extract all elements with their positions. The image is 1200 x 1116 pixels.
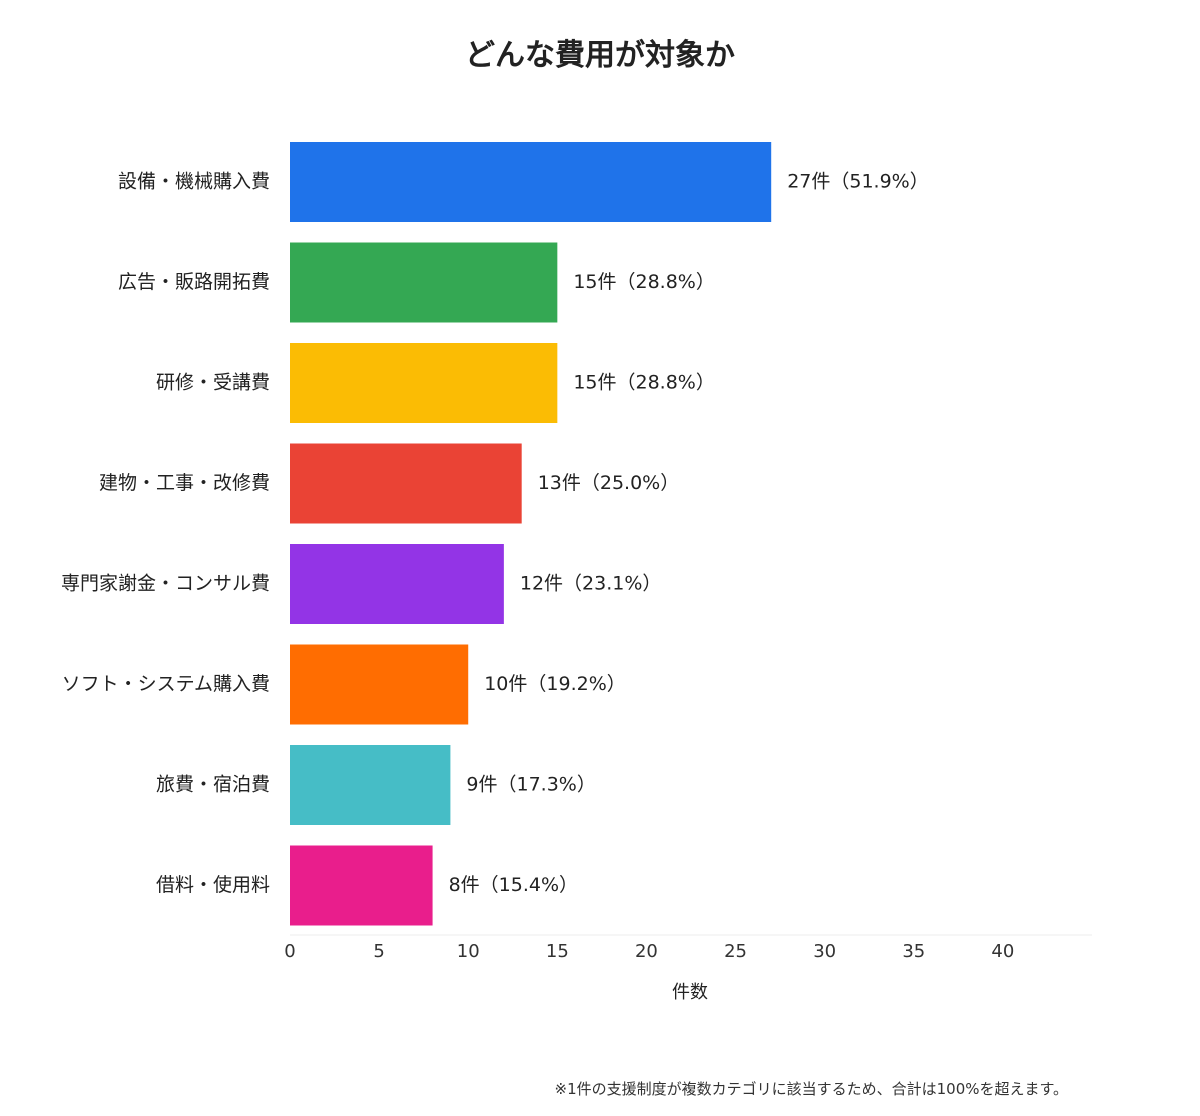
data-label-6: 10件（19.2%）	[484, 673, 626, 695]
x-axis: 0 5 10 15 20 25 30 35 40	[284, 934, 1092, 962]
category-label-4: 建物・工事・改修費	[99, 472, 270, 494]
x-tick-label-10: 10	[457, 941, 480, 962]
category-label-6: ソフト・システム購入費	[62, 673, 270, 695]
bar-5	[290, 544, 504, 624]
category-label-3: 研修・受講費	[156, 372, 270, 394]
bar-7	[290, 745, 451, 825]
x-axis-title: 件数	[672, 982, 708, 1003]
data-label-4: 13件（25.0%）	[538, 472, 680, 494]
x-tick-label-30: 30	[813, 941, 836, 962]
x-tick-label-15: 15	[546, 941, 569, 962]
data-label-8: 8件（15.4%）	[449, 874, 578, 896]
x-tick-label-5: 5	[373, 941, 384, 962]
category-label-5: 専門家謝金・コンサル費	[61, 573, 270, 595]
chart-title: どんな費用が対象か	[465, 38, 735, 73]
x-tick-label-25: 25	[724, 941, 747, 962]
category-label-7: 旅費・宿泊費	[156, 774, 270, 796]
bar-6	[290, 644, 469, 725]
x-tick-label-40: 40	[991, 941, 1014, 962]
data-label-2: 15件（28.8%）	[573, 271, 715, 293]
bar-4	[290, 443, 522, 524]
bar-1	[290, 142, 772, 222]
bar-3	[290, 343, 558, 423]
data-label-5: 12件（23.1%）	[520, 573, 662, 595]
data-label-7: 9件（17.3%）	[466, 774, 595, 796]
footnote: ※1件の支援制度が複数カテゴリに該当するため、合計は100%を超えます。	[554, 1080, 1069, 1098]
bar-8	[290, 845, 433, 926]
data-label-3: 15件（28.8%）	[573, 372, 715, 394]
x-tick-label-20: 20	[635, 941, 658, 962]
bars-layer: 設備・機械購入費 27件（51.9%） 広告・販路開拓費 15件（28.8%） 研修・受…	[61, 142, 929, 926]
category-label-2: 広告・販路開拓費	[118, 271, 270, 293]
category-label-8: 借料・使用料	[156, 874, 270, 896]
x-tick-label-35: 35	[902, 941, 925, 962]
category-label-1: 設備・機械購入費	[118, 171, 270, 193]
bar-2	[290, 242, 558, 323]
x-tick-label-0: 0	[284, 941, 295, 962]
data-label-1: 27件（51.9%）	[787, 171, 929, 193]
